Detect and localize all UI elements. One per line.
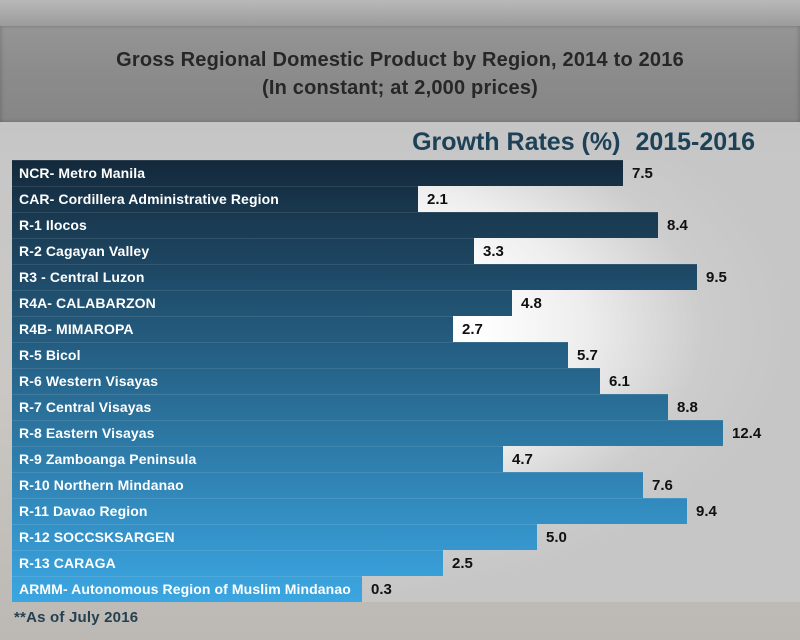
bar-category-label: R-9 Zamboanga Peninsula <box>12 451 196 467</box>
bar-value-label: 7.5 <box>632 165 653 182</box>
bar-value-label: 9.5 <box>706 269 727 286</box>
bar-row: ARMM- Autonomous Region of Muslim Mindan… <box>12 576 800 602</box>
bar-row: R-10 Northern Mindanao 7.6 <box>12 472 800 498</box>
bar-category-label: R-7 Central Visayas <box>12 399 151 415</box>
bar-category-label: R-2 Cagayan Valley <box>12 243 149 259</box>
bar-category-label: R-6 Western Visayas <box>12 373 158 389</box>
bar: R-1 Ilocos <box>12 212 658 238</box>
bar-category-label: NCR- Metro Manila <box>12 165 145 181</box>
bar-row: NCR- Metro Manila 7.5 <box>12 160 800 186</box>
bar-category-label: R-12 SOCCSKSARGEN <box>12 529 175 545</box>
bar-value-label: 2.7 <box>462 321 483 338</box>
bar: NCR- Metro Manila <box>12 160 623 186</box>
bar-value-label: 9.4 <box>696 503 717 520</box>
bar: R-2 Cagayan Valley <box>12 238 474 264</box>
bar-row: R-12 SOCCSKSARGEN 5.0 <box>12 524 800 550</box>
footnote: **As of July 2016 <box>14 609 138 626</box>
slide: Gross Regional Domestic Product by Regio… <box>0 0 800 640</box>
bar-category-label: R-10 Northern Mindanao <box>12 477 184 493</box>
bar-category-label: R-1 Ilocos <box>12 217 87 233</box>
bar-row: R3 - Central Luzon 9.5 <box>12 264 800 290</box>
bar-value-label: 2.5 <box>452 555 473 572</box>
bar-value-label: 4.8 <box>521 295 542 312</box>
title-band: Gross Regional Domestic Product by Regio… <box>0 26 800 122</box>
bar-chart-plot-area: NCR- Metro Manila 7.5 CAR- Cordillera Ad… <box>12 160 800 602</box>
bar-row: R-9 Zamboanga Peninsula 4.7 <box>12 446 800 472</box>
bar: R-13 CARAGA <box>12 550 443 576</box>
bar-category-label: R-8 Eastern Visayas <box>12 425 155 441</box>
bar-value-label: 12.4 <box>732 425 761 442</box>
bar-value-label: 5.0 <box>546 529 567 546</box>
bar-value-label: 7.6 <box>652 477 673 494</box>
bar-row: R4B- MIMAROPA 2.7 <box>12 316 800 342</box>
bar-category-label: R3 - Central Luzon <box>12 269 144 285</box>
bar-category-label: R-5 Bicol <box>12 347 81 363</box>
bar-category-label: R-13 CARAGA <box>12 555 116 571</box>
bar-value-label: 3.3 <box>483 243 504 260</box>
bar: R-7 Central Visayas <box>12 394 668 420</box>
bar: R-10 Northern Mindanao <box>12 472 643 498</box>
bar: R4B- MIMAROPA <box>12 316 453 342</box>
bar-row: R-6 Western Visayas 6.1 <box>12 368 800 394</box>
bar-row: R-7 Central Visayas 8.8 <box>12 394 800 420</box>
slide-top-strip <box>0 0 800 26</box>
bar: R-9 Zamboanga Peninsula <box>12 446 503 472</box>
bar: R3 - Central Luzon <box>12 264 697 290</box>
value-axis-header: Growth Rates (%) 2015-2016 <box>412 128 755 157</box>
bar: R-8 Eastern Visayas <box>12 420 723 446</box>
period-label: 2015-2016 <box>635 128 755 156</box>
bar: R-11 Davao Region <box>12 498 687 524</box>
bar-value-label: 4.7 <box>512 451 533 468</box>
bar-row: R-13 CARAGA 2.5 <box>12 550 800 576</box>
bar-value-label: 6.1 <box>609 373 630 390</box>
bar-value-label: 0.3 <box>371 581 392 598</box>
bar: R-6 Western Visayas <box>12 368 600 394</box>
bar-category-label: R-11 Davao Region <box>12 503 148 519</box>
bar-row: R-2 Cagayan Valley 3.3 <box>12 238 800 264</box>
bar-category-label: ARMM- Autonomous Region of Muslim Mindan… <box>12 581 351 597</box>
chart-title-line1: Gross Regional Domestic Product by Regio… <box>116 49 684 72</box>
bar-value-label: 2.1 <box>427 191 448 208</box>
bar: R-5 Bicol <box>12 342 568 368</box>
bar-category-label: R4A- CALABARZON <box>12 295 156 311</box>
bar-row: R-8 Eastern Visayas 12.4 <box>12 420 800 446</box>
bar: CAR- Cordillera Administrative Region <box>12 186 418 212</box>
bar-category-label: R4B- MIMAROPA <box>12 321 134 337</box>
bar-row: R-11 Davao Region 9.4 <box>12 498 800 524</box>
bar-value-label: 5.7 <box>577 347 598 364</box>
bar-category-label: CAR- Cordillera Administrative Region <box>12 191 279 207</box>
bar-row: R-1 Ilocos 8.4 <box>12 212 800 238</box>
bar-value-label: 8.4 <box>667 217 688 234</box>
chart-title-line2: (In constant; at 2,000 prices) <box>262 77 538 100</box>
bar: R4A- CALABARZON <box>12 290 512 316</box>
bar-row: R-5 Bicol 5.7 <box>12 342 800 368</box>
bar-row: CAR- Cordillera Administrative Region 2.… <box>12 186 800 212</box>
bar-value-label: 8.8 <box>677 399 698 416</box>
growth-rates-label: Growth Rates (%) <box>412 128 620 156</box>
bar: ARMM- Autonomous Region of Muslim Mindan… <box>12 576 362 602</box>
bar-row: R4A- CALABARZON 4.8 <box>12 290 800 316</box>
bar: R-12 SOCCSKSARGEN <box>12 524 537 550</box>
